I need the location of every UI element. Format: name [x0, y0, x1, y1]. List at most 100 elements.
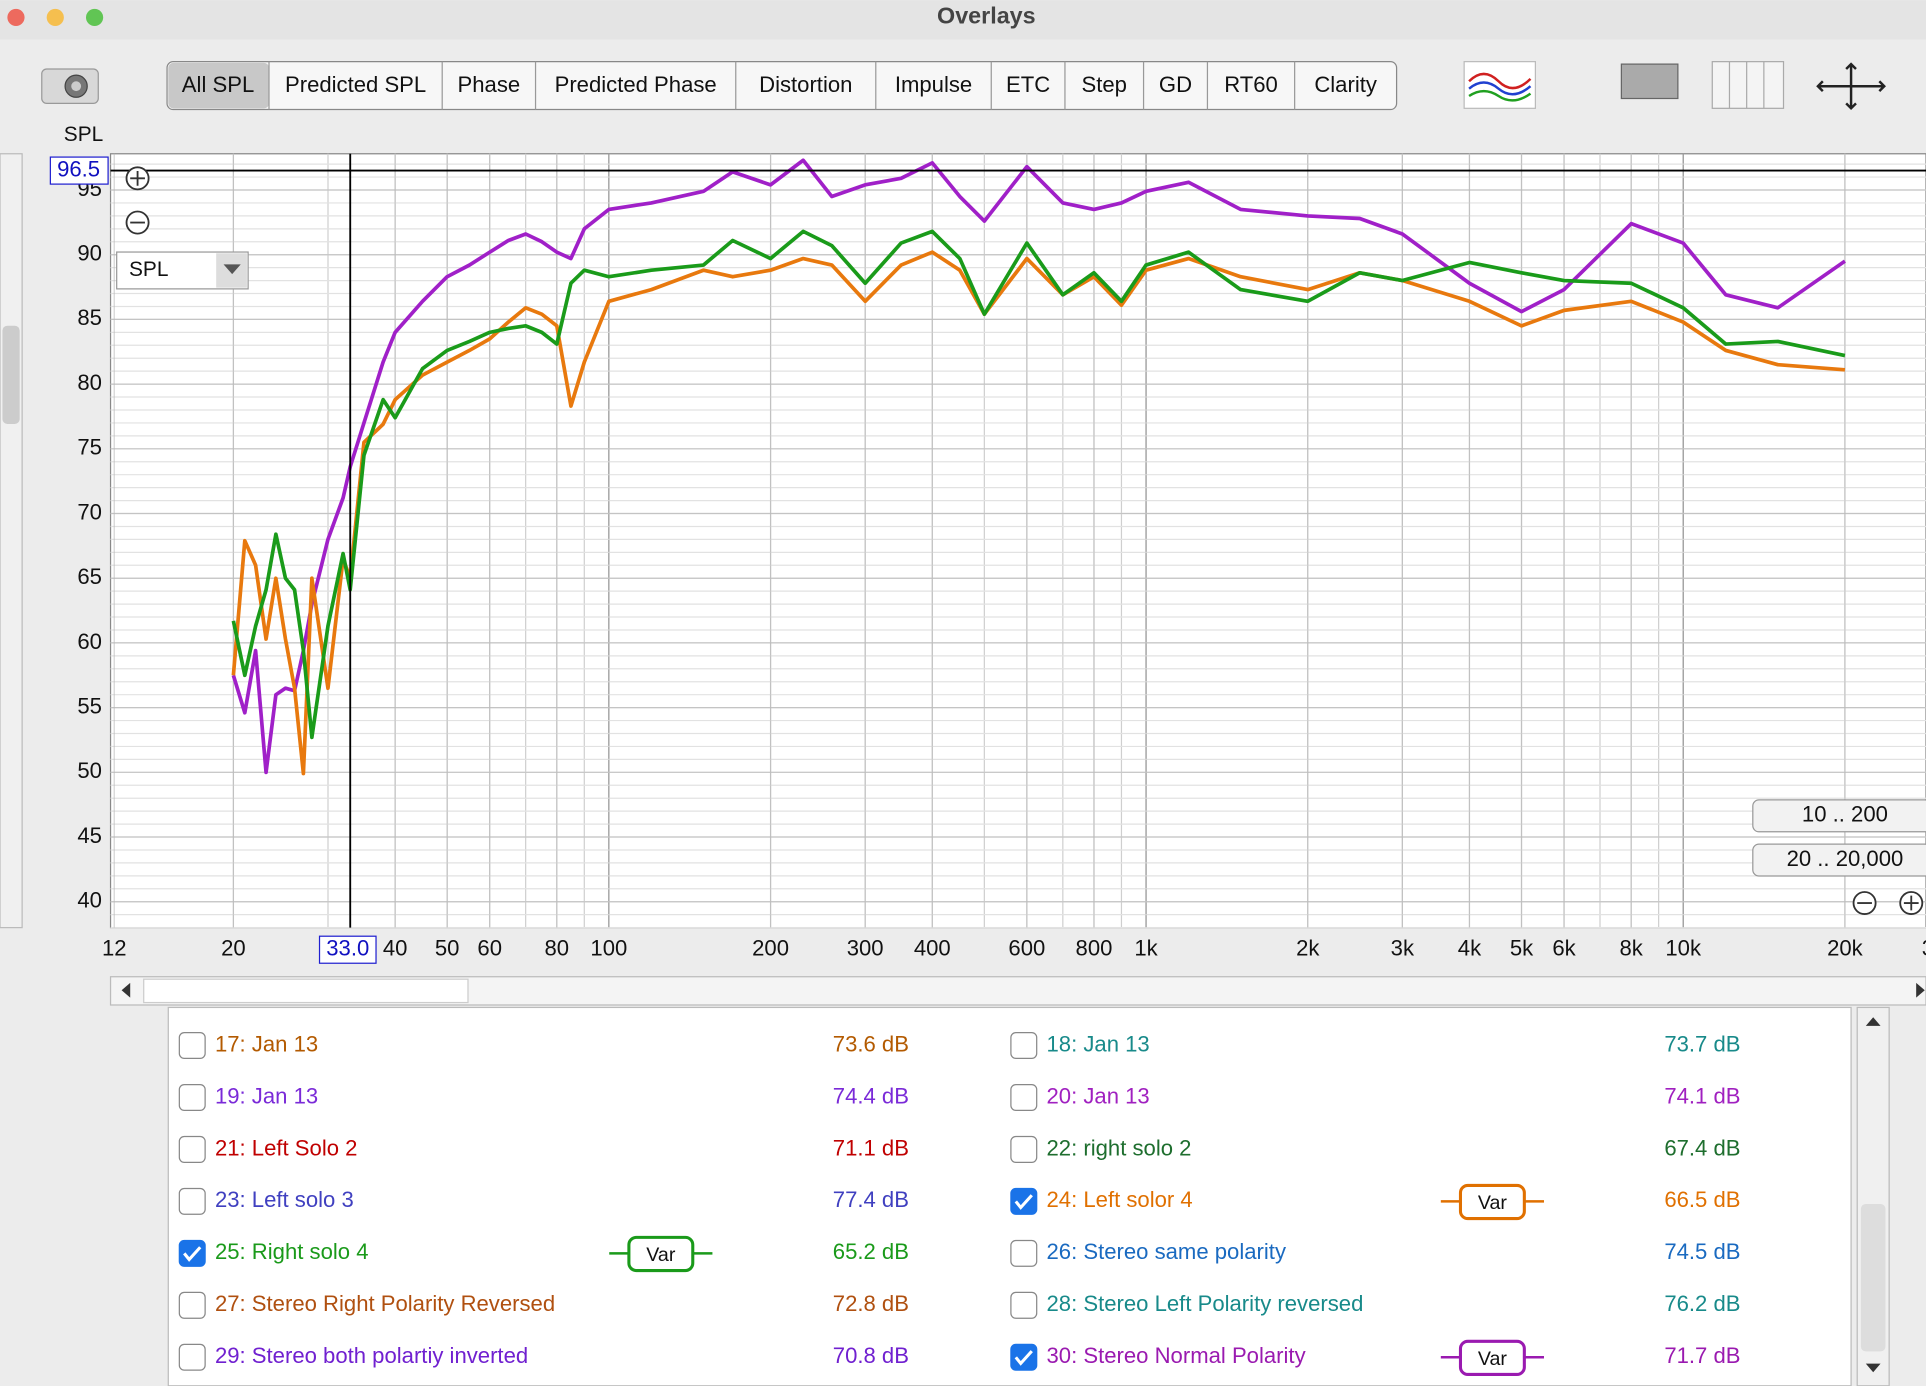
measurement-name[interactable]: 24: Left solor 4	[1047, 1187, 1193, 1212]
y-tick-label: 85	[77, 305, 102, 330]
x-tick-label: 3k	[1391, 936, 1415, 961]
measurement-name[interactable]: 27: Stereo Right Polarity Reversed	[215, 1291, 555, 1316]
tab[interactable]: ETC	[1006, 72, 1050, 97]
checkbox[interactable]	[178, 1239, 206, 1267]
x-tick-label: 80	[545, 936, 570, 961]
x-tick-label: 50	[435, 936, 460, 961]
x-tick-label: 40	[383, 936, 408, 961]
measurement-list	[167, 1006, 1852, 1386]
measurement-level: 74.4 dB	[833, 1083, 909, 1108]
measurement-name[interactable]: 20: Jan 13	[1047, 1083, 1150, 1108]
y-tick-label: 90	[77, 241, 102, 266]
measurement-name[interactable]: 18: Jan 13	[1047, 1031, 1150, 1056]
tab[interactable]: Predicted Phase	[555, 72, 717, 97]
y-tick-label: 45	[77, 823, 102, 848]
scroll-thumb[interactable]	[143, 978, 469, 1004]
checkbox[interactable]	[178, 1343, 206, 1371]
tab[interactable]: Phase	[458, 72, 521, 97]
y-tick-label: 70	[77, 499, 102, 524]
tab[interactable]: Clarity	[1314, 72, 1377, 97]
y-tick-label: 55	[77, 693, 102, 718]
tab-active-bg	[168, 62, 270, 109]
x-tick-label: 1k	[1134, 936, 1158, 961]
checkmark	[183, 1246, 202, 1262]
var-badge[interactable]	[627, 1235, 695, 1273]
var-label: Var	[1478, 1192, 1508, 1214]
checkbox[interactable]	[1010, 1291, 1038, 1319]
tab[interactable]: Distortion	[759, 72, 852, 97]
x-tick-label: 5k	[1510, 936, 1534, 961]
measurement-level: 66.5 dB	[1664, 1187, 1740, 1212]
scroll-thumb[interactable]	[2, 325, 20, 424]
close-button[interactable]	[7, 8, 25, 27]
columns-icon[interactable]	[1711, 61, 1785, 109]
x-tick-label: 100	[590, 936, 627, 961]
range-button[interactable]	[1752, 799, 1926, 833]
dropdown-arrow	[223, 264, 241, 275]
measurement-name[interactable]: 22: right solo 2	[1047, 1135, 1192, 1160]
checkmark	[1014, 1194, 1033, 1210]
tab[interactable]: Step	[1082, 72, 1127, 97]
x-tick-label: 2k	[1296, 936, 1320, 961]
vertical-scrollbar[interactable]	[0, 153, 23, 929]
x-zoom-in[interactable]	[1899, 891, 1924, 916]
range-button[interactable]	[1752, 843, 1926, 877]
var-label: Var	[1478, 1348, 1508, 1370]
measurement-name[interactable]: 30: Stereo Normal Polarity	[1047, 1343, 1306, 1368]
cursor-x-box	[318, 935, 377, 964]
tab[interactable]: Predicted SPL	[285, 72, 426, 97]
checkbox[interactable]	[1010, 1343, 1038, 1371]
checkbox[interactable]	[1010, 1187, 1038, 1215]
range-button-label: 20 .. 20,000	[1787, 846, 1904, 871]
x-tick-label: 600	[1008, 936, 1045, 961]
checkbox[interactable]	[178, 1032, 206, 1060]
measurement-name[interactable]: 21: Left Solo 2	[215, 1135, 358, 1160]
checkbox[interactable]	[178, 1187, 206, 1215]
cursor-y-label: 96.5	[57, 156, 100, 181]
checkbox[interactable]	[178, 1083, 206, 1111]
tab[interactable]: Impulse	[895, 72, 972, 97]
resize-icon[interactable]	[1620, 63, 1679, 100]
measurement-level: 76.2 dB	[1664, 1291, 1740, 1316]
list-scroll-thumb[interactable]	[1860, 1203, 1886, 1352]
range-buttons: 10 .. 200 20 .. 20,000	[1752, 799, 1926, 877]
camera-icon[interactable]	[41, 68, 99, 105]
spl-curve	[231, 158, 1846, 775]
zoom-button[interactable]	[85, 8, 104, 27]
tab[interactable]: RT60	[1224, 72, 1278, 97]
measurement-level: 71.7 dB	[1664, 1343, 1740, 1368]
grid	[110, 153, 1926, 929]
checkbox[interactable]	[1010, 1239, 1038, 1267]
measurement-name[interactable]: 23: Left solo 3	[215, 1187, 354, 1212]
measurement-name[interactable]: 29: Stereo both polartiy inverted	[215, 1343, 528, 1368]
range-button-label: 10 .. 200	[1802, 802, 1888, 827]
var-badge[interactable]	[1458, 1183, 1526, 1221]
zoom-out-icon[interactable]	[125, 210, 150, 235]
measurement-name[interactable]: 17: Jan 13	[215, 1031, 318, 1056]
x-tick-label: 6k	[1552, 936, 1576, 961]
x-tick-label: 10k	[1665, 936, 1702, 961]
x-tick-label: 8k	[1619, 936, 1643, 961]
tab[interactable]: All SPL	[182, 72, 254, 97]
pan-icon[interactable]	[1816, 62, 1886, 111]
icon-lines	[1728, 61, 1765, 109]
measurement-level: 70.8 dB	[833, 1343, 909, 1368]
minimize-button[interactable]	[46, 8, 64, 27]
checkbox[interactable]	[1010, 1032, 1038, 1060]
measurement-name[interactable]: 26: Stereo same polarity	[1047, 1239, 1286, 1264]
measurement-name[interactable]: 28: Stereo Left Polarity reversed	[1047, 1291, 1364, 1316]
checkbox[interactable]	[1010, 1135, 1038, 1163]
x-zoom-out[interactable]	[1852, 891, 1877, 916]
checkbox[interactable]	[178, 1135, 206, 1163]
checkbox[interactable]	[178, 1291, 206, 1319]
var-badge[interactable]	[1458, 1339, 1526, 1377]
checkmark	[1014, 1350, 1033, 1366]
measurement-name[interactable]: 25: Right solo 4	[215, 1239, 369, 1264]
measurement-name[interactable]: 19: Jan 13	[215, 1083, 318, 1108]
zoom-in-icon[interactable]	[125, 166, 150, 191]
y-tick-label: 65	[77, 564, 102, 589]
tab[interactable]: GD	[1159, 72, 1192, 97]
checkbox[interactable]	[1010, 1083, 1038, 1111]
